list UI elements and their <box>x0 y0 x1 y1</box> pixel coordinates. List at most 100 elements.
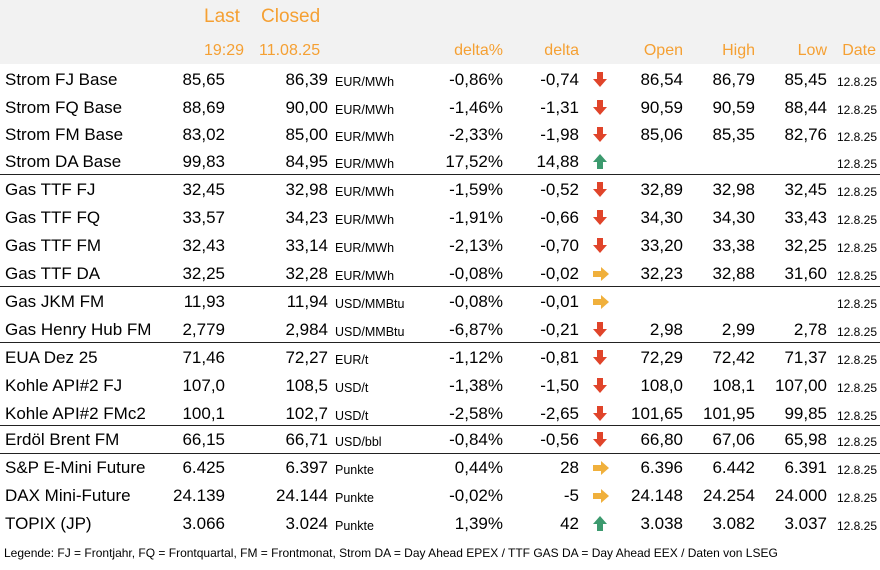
cell-last: 85,65 <box>182 70 225 89</box>
header-date: Date <box>842 42 876 59</box>
cell-name: TOPIX (JP) <box>5 514 92 533</box>
arrow-down-icon <box>592 204 610 232</box>
cell-unit: EUR/MWh <box>335 130 395 144</box>
header-last: Last <box>204 6 240 27</box>
cell-delta: -0,66 <box>540 208 579 227</box>
cell-open: 34,30 <box>640 208 683 227</box>
cell-date: 12.8.25 <box>836 241 877 255</box>
cell-delta: -0,52 <box>540 180 579 199</box>
cell-delta: -1,31 <box>540 98 579 117</box>
cell-closed: 34,23 <box>285 208 328 227</box>
cell-unit: USD/MMBtu <box>335 325 405 339</box>
cell-date: 12.8.25 <box>836 381 877 395</box>
cell-closed: 33,14 <box>285 236 328 255</box>
cell-name: Gas TTF FJ <box>5 180 96 199</box>
table-header: Last Closed 19:29 11.08.25 delta% delta … <box>0 0 880 64</box>
table-row: Gas TTF FQ 33,57 34,23 EUR/MWh -1,91% -0,66 34… <box>0 204 880 232</box>
cell-delta-pct: -0,84% <box>449 430 503 449</box>
cell-unit: EUR/MWh <box>335 269 395 283</box>
cell-name: Gas TTF FQ <box>5 208 101 227</box>
cell-unit: EUR/MWh <box>335 157 395 171</box>
table-row: Gas TTF FM 32,43 33,14 EUR/MWh -2,13% -0,70 33… <box>0 232 880 260</box>
cell-name: DAX Mini-Future <box>5 486 131 505</box>
cell-last: 83,02 <box>182 125 225 144</box>
cell-unit: Punkte <box>335 463 374 477</box>
cell-date: 12.8.25 <box>836 213 877 227</box>
cell-date: 12.8.25 <box>836 491 877 505</box>
cell-high: 6.442 <box>712 458 755 477</box>
cell-unit: USD/bbl <box>335 435 382 449</box>
header-last-time: 19:29 <box>204 42 245 59</box>
cell-name: Erdöl Brent FM <box>5 430 120 449</box>
cell-delta-pct: 17,52% <box>445 152 503 171</box>
arrow-right-icon <box>592 288 610 316</box>
arrow-down-icon <box>592 372 610 400</box>
cell-date: 12.8.25 <box>836 353 877 367</box>
table-row: Gas TTF DA 32,25 32,28 EUR/MWh -0,08% -0,02 32… <box>0 260 880 288</box>
cell-open: 90,59 <box>640 98 683 117</box>
cell-name: Gas TTF DA <box>5 264 101 283</box>
cell-open: 108,0 <box>640 376 683 395</box>
cell-date: 12.8.25 <box>836 519 877 533</box>
cell-high: 32,98 <box>712 180 755 199</box>
cell-last: 2,779 <box>182 320 225 339</box>
row-divider <box>0 425 880 426</box>
cell-low: 32,45 <box>784 180 827 199</box>
cell-date: 12.8.25 <box>836 130 877 144</box>
cell-closed: 32,28 <box>285 264 328 283</box>
cell-high: 34,30 <box>712 208 755 227</box>
cell-name: Strom FM Base <box>5 125 124 144</box>
cell-delta: -2,65 <box>540 404 579 423</box>
cell-closed: 3.024 <box>285 514 328 533</box>
cell-delta: -0,81 <box>540 348 579 367</box>
arrow-down-icon <box>592 121 610 149</box>
cell-last: 32,25 <box>182 264 225 283</box>
cell-last: 24.139 <box>173 486 225 505</box>
cell-open: 6.396 <box>640 458 683 477</box>
header-delta: delta <box>544 42 579 59</box>
cell-closed: 85,00 <box>285 125 328 144</box>
cell-delta-pct: -2,58% <box>449 404 503 423</box>
cell-unit: EUR/MWh <box>335 75 395 89</box>
arrow-down-icon <box>592 232 610 260</box>
cell-unit: EUR/MWh <box>335 103 395 117</box>
cell-name: Kohle API#2 FMc2 <box>5 404 146 423</box>
cell-name: EUA Dez 25 <box>5 348 98 367</box>
table-row: Strom DA Base 99,83 84,95 EUR/MWh 17,52% 14,8… <box>0 148 880 176</box>
cell-closed: 6.397 <box>285 458 328 477</box>
cell-delta: -0,74 <box>540 70 579 89</box>
cell-delta: -5 <box>563 486 579 505</box>
cell-open: 3.038 <box>640 514 683 533</box>
cell-delta-pct: -2,13% <box>449 236 503 255</box>
cell-delta: -0,56 <box>540 430 579 449</box>
header-delta-pct: delta% <box>454 42 503 59</box>
cell-delta: -1,98 <box>540 125 579 144</box>
cell-open: 101,65 <box>631 404 683 423</box>
cell-high: 90,59 <box>712 98 755 117</box>
cell-date: 12.8.25 <box>836 435 877 449</box>
arrow-down-icon <box>592 344 610 372</box>
arrow-up-icon <box>592 510 610 538</box>
cell-low: 71,37 <box>784 348 827 367</box>
cell-low: 31,60 <box>784 264 827 283</box>
legend-note: Legende: FJ = Frontjahr, FQ = Frontquart… <box>4 546 778 560</box>
cell-delta-pct: -0,02% <box>449 486 503 505</box>
cell-open: 2,98 <box>649 320 683 339</box>
cell-date: 12.8.25 <box>836 185 877 199</box>
cell-high: 85,35 <box>712 125 755 144</box>
cell-high: 2,99 <box>721 320 755 339</box>
cell-low: 24.000 <box>775 486 827 505</box>
header-closed-date: 11.08.25 <box>259 42 321 59</box>
cell-low: 33,43 <box>784 208 827 227</box>
cell-name: Gas TTF FM <box>5 236 102 255</box>
cell-date: 12.8.25 <box>836 325 877 339</box>
cell-unit: EUR/t <box>335 353 369 367</box>
cell-name: Kohle API#2 FJ <box>5 376 123 395</box>
arrow-down-icon <box>592 426 610 454</box>
cell-delta-pct: 0,44% <box>454 458 503 477</box>
cell-unit: EUR/MWh <box>335 241 395 255</box>
cell-high: 86,79 <box>712 70 755 89</box>
cell-open: 85,06 <box>640 125 683 144</box>
cell-low: 2,78 <box>793 320 827 339</box>
cell-low: 32,25 <box>784 236 827 255</box>
